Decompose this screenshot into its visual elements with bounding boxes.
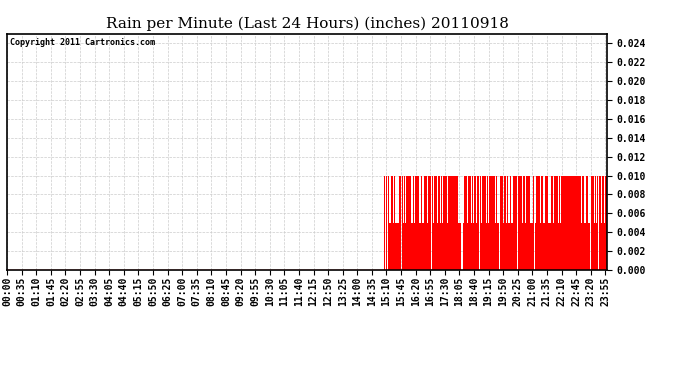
Title: Rain per Minute (Last 24 Hours) (inches) 20110918: Rain per Minute (Last 24 Hours) (inches)… xyxy=(106,17,509,31)
Text: Copyright 2011 Cartronics.com: Copyright 2011 Cartronics.com xyxy=(10,39,155,48)
